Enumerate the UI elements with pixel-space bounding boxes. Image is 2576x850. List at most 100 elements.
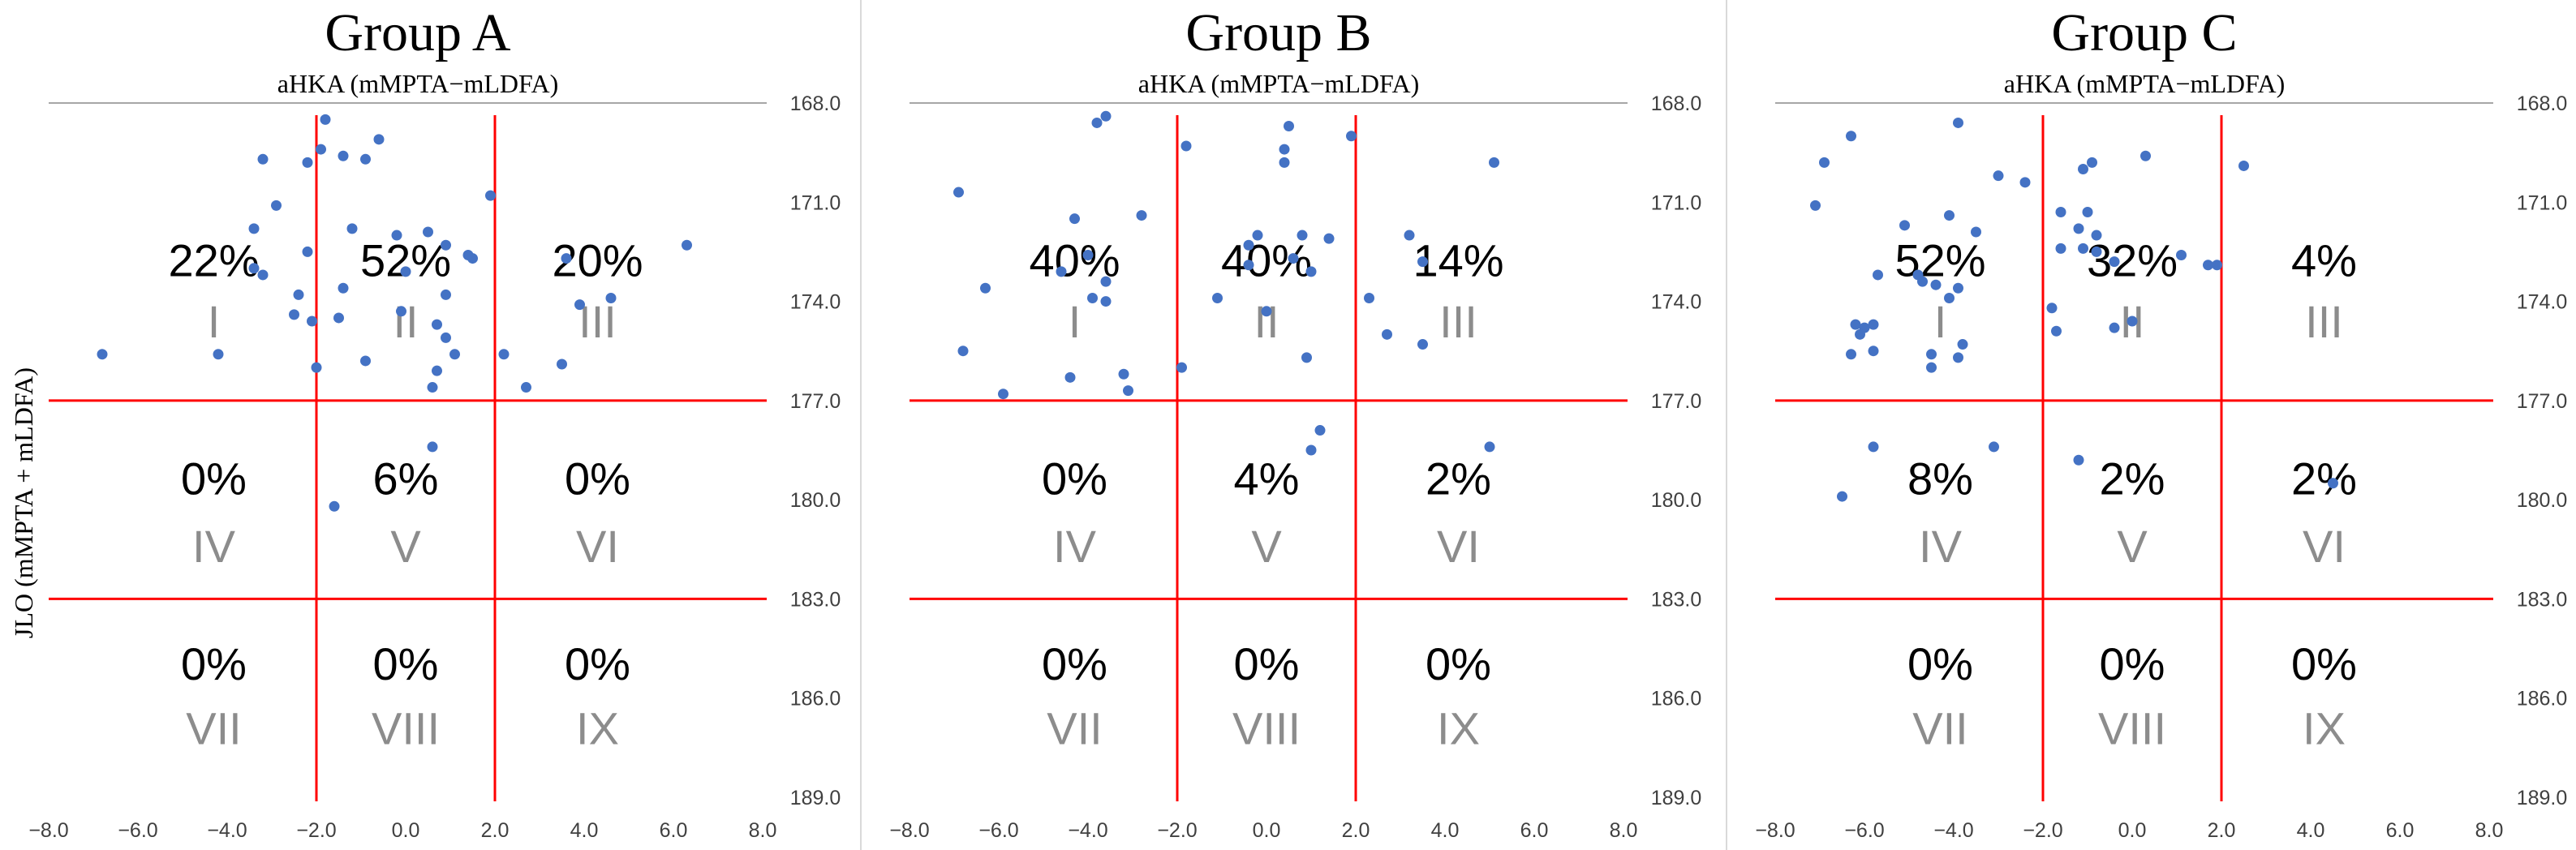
x-tick-label: −6.0 (978, 819, 1018, 842)
data-point (257, 153, 269, 165)
data-point (2073, 454, 2084, 466)
data-point (333, 312, 344, 324)
y-tick-label: 189.0 (1651, 787, 1702, 809)
data-point (561, 253, 572, 264)
y-tick-label: 183.0 (790, 588, 841, 611)
zone-roman-numeral: V (390, 521, 421, 572)
y-tick-label: 171.0 (790, 191, 841, 214)
x-tick-label: 6.0 (1520, 819, 1549, 842)
zone-roman-numeral: VI (576, 521, 619, 572)
data-point (432, 365, 442, 376)
zone-percent: 4% (2291, 235, 2357, 286)
zone-roman-numeral: VII (1047, 702, 1102, 753)
zone-percent: 22% (168, 235, 259, 286)
zone-percent: 0% (181, 638, 247, 689)
zone-roman-numeral: VIII (372, 702, 440, 753)
data-point (1212, 292, 1223, 303)
zone-percent: 0% (1042, 453, 1107, 504)
data-point (2176, 250, 2187, 261)
data-point (427, 382, 438, 393)
data-point (2109, 256, 2120, 268)
chart-title: Group A (325, 3, 511, 62)
zone-percent: 0% (565, 638, 630, 689)
x-axis-label: aHKA (mMPTA−mLDFA) (2004, 69, 2285, 98)
y-tick-label: 180.0 (1651, 489, 1702, 512)
data-point (1056, 266, 1067, 277)
data-point (441, 239, 451, 251)
x-tick-label: 0.0 (392, 819, 420, 842)
data-point (1136, 210, 1147, 221)
data-point (1855, 328, 1865, 340)
zone-roman-numeral: V (1251, 521, 1282, 572)
x-tick-label: 8.0 (2475, 819, 2504, 842)
data-point (1926, 349, 1937, 360)
zone-percent: 6% (373, 453, 439, 504)
data-point (248, 263, 260, 274)
data-point (1252, 230, 1263, 241)
data-point (1917, 276, 1928, 287)
data-point (302, 246, 313, 257)
x-tick-label: 2.0 (1342, 819, 1370, 842)
data-point (1288, 253, 1299, 264)
data-point (449, 349, 460, 360)
data-point (1180, 140, 1192, 152)
data-point (441, 332, 451, 343)
x-tick-label: 4.0 (2297, 819, 2325, 842)
data-point (2078, 243, 2088, 254)
chart-panel: Group A aHKA (mMPTA−mLDFA) 168.0 171.0 174.0… (28, 3, 841, 842)
data-point (521, 382, 531, 393)
data-point (441, 289, 451, 300)
y-tick-label: 180.0 (790, 489, 841, 512)
data-point (396, 306, 406, 317)
x-tick-label: 6.0 (660, 819, 688, 842)
y-tick-label: 189.0 (790, 787, 841, 809)
y-tick-label: 168.0 (1651, 92, 1702, 115)
data-point (1305, 266, 1317, 277)
zone-roman-numeral: VI (1437, 521, 1480, 572)
x-tick-label: −2.0 (296, 819, 336, 842)
data-point (1346, 131, 1357, 142)
zone-roman-numeral: VI (2303, 521, 2346, 572)
data-point (1837, 491, 1847, 502)
data-point (1118, 368, 1129, 380)
zone-percent: 32% (2087, 235, 2178, 286)
data-point (1926, 362, 1937, 373)
data-point (574, 299, 585, 311)
data-point (957, 346, 969, 357)
x-tick-label: 8.0 (1610, 819, 1638, 842)
zone-percent: 0% (1234, 638, 1300, 689)
zone-percent: 0% (373, 638, 439, 689)
data-point (1957, 339, 1968, 350)
data-point (1953, 117, 1963, 128)
data-point (467, 253, 478, 264)
data-point (1323, 233, 1335, 244)
zone-percent: 0% (1907, 638, 1973, 689)
chart-title: Group C (2051, 3, 2237, 62)
zone-roman-numeral: VIII (2098, 702, 2166, 753)
x-tick-label: −6.0 (1844, 819, 1884, 842)
data-point (1243, 260, 1254, 271)
data-point (1868, 441, 1879, 453)
zone-roman-numeral: IX (576, 702, 619, 753)
y-axis-label: JLO (mMPTA + mLDFA) (9, 367, 38, 638)
data-point (1261, 306, 1272, 317)
data-point (338, 150, 349, 161)
data-point (1243, 239, 1254, 251)
data-point (1284, 121, 1294, 132)
data-point (432, 319, 442, 330)
x-tick-label: 6.0 (2386, 819, 2415, 842)
data-point (1993, 170, 2004, 182)
data-point (1082, 250, 1094, 261)
data-point (998, 389, 1008, 400)
data-point (1100, 296, 1112, 307)
data-point (485, 190, 496, 201)
panels: Group A aHKA (mMPTA−mLDFA) 168.0 171.0 174.0… (28, 3, 2567, 842)
data-point (360, 355, 371, 367)
x-tick-label: 0.0 (2118, 819, 2147, 842)
x-axis-label: aHKA (mMPTA−mLDFA) (1138, 69, 1419, 98)
data-point (1314, 425, 1326, 436)
data-point (557, 358, 567, 370)
data-point (271, 200, 282, 211)
data-point (289, 309, 299, 320)
